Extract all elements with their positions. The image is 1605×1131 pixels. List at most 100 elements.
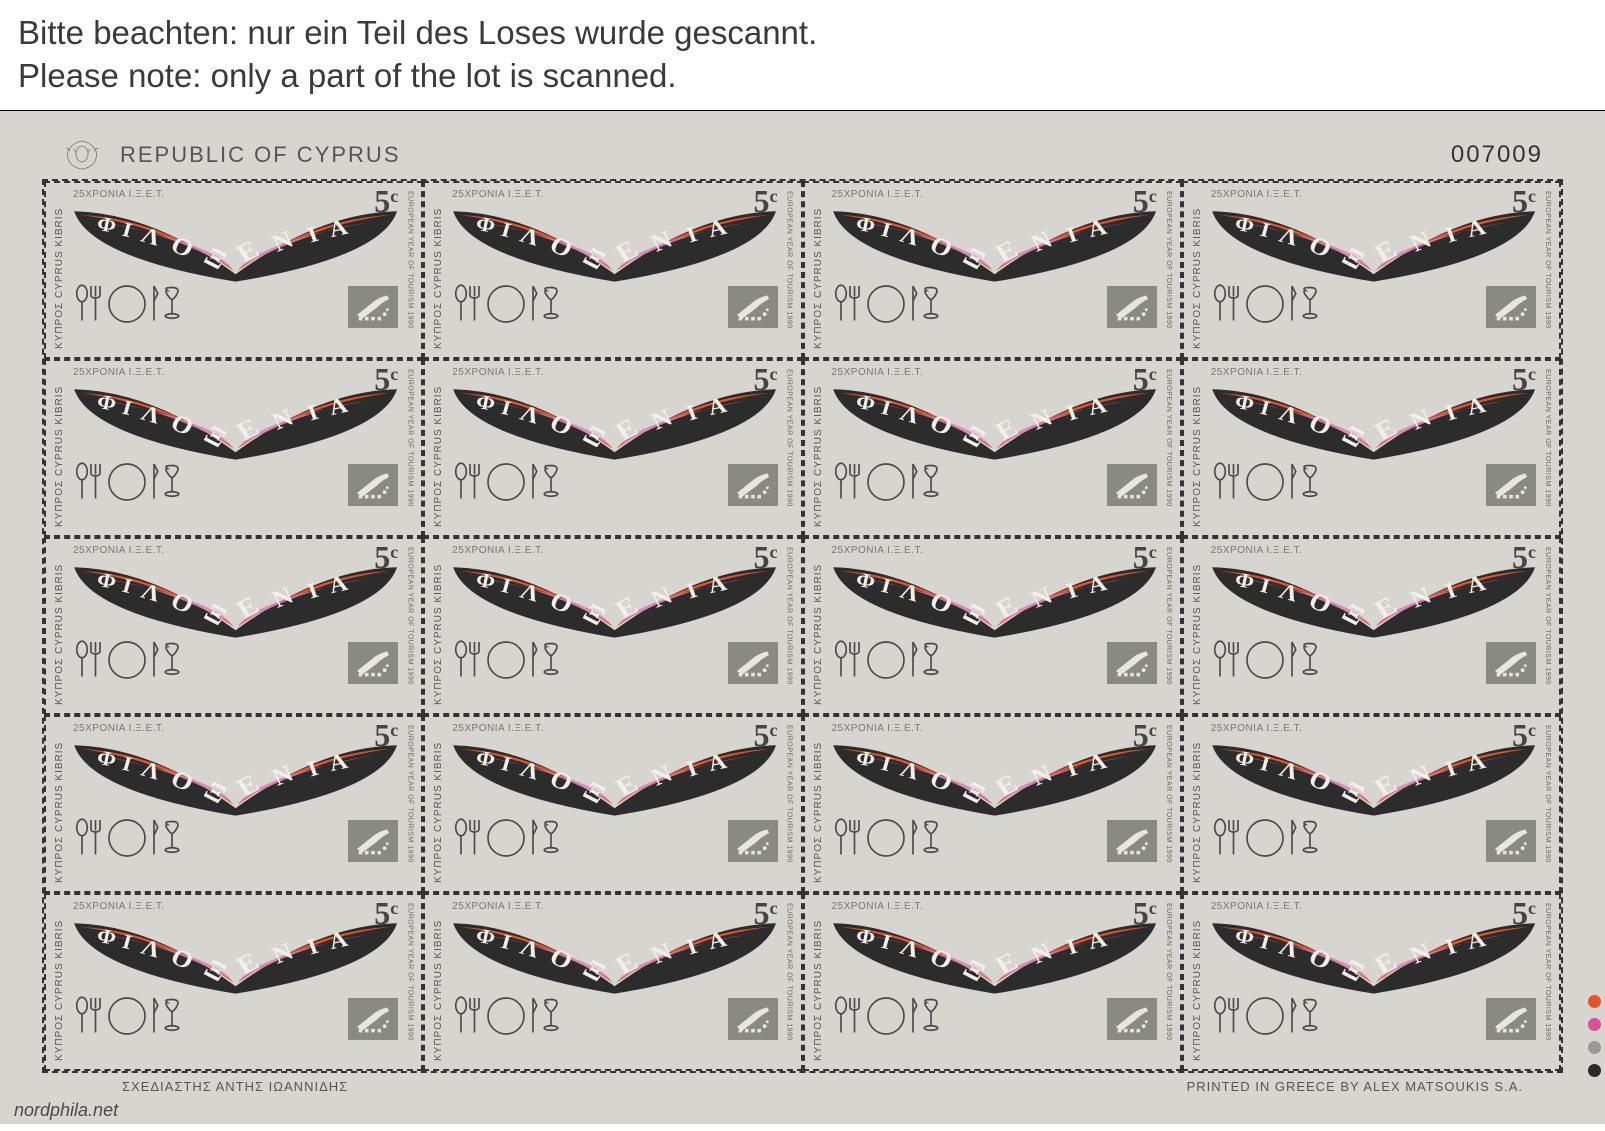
tourism-year-side: EUROPEAN YEAR OF TOURISM 1990 (1544, 901, 1551, 1063)
color-registration-dots (1588, 995, 1601, 1077)
tourism-emblem (1107, 642, 1157, 684)
stamp: ΚΥΠΡΟΣ CYPRUS KIBRIS 25ΧΡΟΝΙΑ Ι.Ξ.Ε.Τ. 5… (1182, 537, 1561, 715)
stamp: ΚΥΠΡΟΣ CYPRUS KIBRIS 25ΧΡΟΝΙΑ Ι.Ξ.Ε.Τ. 5… (44, 537, 423, 715)
stamp: ΚΥΠΡΟΣ CYPRUS KIBRIS 25ΧΡΟΝΙΑ Ι.Ξ.Ε.Τ. 5… (1182, 715, 1561, 893)
wing-design: Φ Ι Λ Ο Ξ Ε Ν Ι Α (828, 202, 1161, 290)
stamp: ΚΥΠΡΟΣ CYPRUS KIBRIS 25ΧΡΟΝΙΑ Ι.Ξ.Ε.Τ. 5… (44, 181, 423, 359)
stamp: ΚΥΠΡΟΣ CYPRUS KIBRIS 25ΧΡΟΝΙΑ Ι.Ξ.Ε.Τ. 5… (44, 893, 423, 1071)
stamp-country-side: ΚΥΠΡΟΣ CYPRUS KIBRIS (813, 723, 824, 885)
stamp-country-side: ΚΥΠΡΟΣ CYPRUS KIBRIS (813, 545, 824, 707)
sheet-header: REPUBLIC OF CYPRUS 007009 (22, 139, 1583, 179)
registration-dot (1588, 1064, 1601, 1077)
registration-dot (1588, 1041, 1601, 1054)
wing-design: Φ Ι Λ Ο Ξ Ε Ν Ι Α (1207, 558, 1540, 646)
tourism-emblem (728, 642, 778, 684)
stamp-country-side: ΚΥΠΡΟΣ CYPRUS KIBRIS (433, 189, 444, 351)
sheet-footer: ΣΧΕΔΙΑΣΤΗΣ ΑΝΤΗΣ ΙΩΑΝΝΙΔΗΣ PRINTED IN GR… (22, 1073, 1583, 1094)
stamp-country-side: ΚΥΠΡΟΣ CYPRUS KIBRIS (813, 367, 824, 529)
wing-design: Φ Ι Λ Ο Ξ Ε Ν Ι Α (1207, 380, 1540, 468)
watermark: nordphila.net (14, 1100, 118, 1121)
stamp-country-side: ΚΥΠΡΟΣ CYPRUS KIBRIS (54, 189, 65, 351)
wing-design: Φ Ι Λ Ο Ξ Ε Ν Ι Α (69, 914, 402, 1002)
stamp: ΚΥΠΡΟΣ CYPRUS KIBRIS 25ΧΡΟΝΙΑ Ι.Ξ.Ε.Τ. 5… (1182, 893, 1561, 1071)
wing-design: Φ Ι Λ Ο Ξ Ε Ν Ι Α (828, 914, 1161, 1002)
stamp-country-side: ΚΥΠΡΟΣ CYPRUS KIBRIS (54, 723, 65, 885)
wing-design: Φ Ι Λ Ο Ξ Ε Ν Ι Α (1207, 736, 1540, 824)
anniversary-text: 25ΧΡΟΝΙΑ Ι.Ξ.Ε.Τ. (1211, 367, 1303, 378)
tourism-year-side: EUROPEAN YEAR OF TOURISM 1990 (1165, 189, 1172, 351)
stamp-country-side: ΚΥΠΡΟΣ CYPRUS KIBRIS (54, 901, 65, 1063)
wing-design: Φ Ι Λ Ο Ξ Ε Ν Ι Α (69, 736, 402, 824)
anniversary-text: 25ΧΡΟΝΙΑ Ι.Ξ.Ε.Τ. (832, 367, 924, 378)
stamp: ΚΥΠΡΟΣ CYPRUS KIBRIS 25ΧΡΟΝΙΑ Ι.Ξ.Ε.Τ. 5… (423, 537, 802, 715)
tourism-year-side: EUROPEAN YEAR OF TOURISM 1990 (1544, 189, 1551, 351)
stamp-country-side: ΚΥΠΡΟΣ CYPRUS KIBRIS (1192, 367, 1203, 529)
tourism-year-side: EUROPEAN YEAR OF TOURISM 1990 (406, 189, 413, 351)
anniversary-text: 25ΧΡΟΝΙΑ Ι.Ξ.Ε.Τ. (73, 723, 165, 734)
anniversary-text: 25ΧΡΟΝΙΑ Ι.Ξ.Ε.Τ. (832, 723, 924, 734)
anniversary-text: 25ΧΡΟΝΙΑ Ι.Ξ.Ε.Τ. (1211, 723, 1303, 734)
tourism-emblem (1107, 820, 1157, 862)
wing-design: Φ Ι Λ Ο Ξ Ε Ν Ι Α (828, 380, 1161, 468)
anniversary-text: 25ΧΡΟΝΙΑ Ι.Ξ.Ε.Τ. (832, 189, 924, 200)
stamp-country-side: ΚΥΠΡΟΣ CYPRUS KIBRIS (433, 723, 444, 885)
stamp-country-side: ΚΥΠΡΟΣ CYPRUS KIBRIS (1192, 189, 1203, 351)
stamp: ΚΥΠΡΟΣ CYPRUS KIBRIS 25ΧΡΟΝΙΑ Ι.Ξ.Ε.Τ. 5… (423, 715, 802, 893)
header-left: REPUBLIC OF CYPRUS (62, 139, 401, 171)
wing-design: Φ Ι Λ Ο Ξ Ε Ν Ι Α (69, 558, 402, 646)
tourism-year-side: EUROPEAN YEAR OF TOURISM 1990 (1165, 901, 1172, 1063)
tourism-year-side: EUROPEAN YEAR OF TOURISM 1990 (786, 545, 793, 707)
wing-design: Φ Ι Λ Ο Ξ Ε Ν Ι Α (69, 380, 402, 468)
anniversary-text: 25ΧΡΟΝΙΑ Ι.Ξ.Ε.Τ. (73, 545, 165, 556)
tourism-emblem (348, 464, 398, 506)
notice-line-en: Please note: only a part of the lot is s… (18, 55, 1587, 98)
tourism-emblem (1107, 286, 1157, 328)
tourism-emblem (728, 820, 778, 862)
anniversary-text: 25ΧΡΟΝΙΑ Ι.Ξ.Ε.Τ. (1211, 901, 1303, 912)
tourism-emblem (1107, 464, 1157, 506)
tourism-year-side: EUROPEAN YEAR OF TOURISM 1990 (1544, 545, 1551, 707)
wing-design: Φ Ι Λ Ο Ξ Ε Ν Ι Α (448, 380, 781, 468)
tourism-emblem (728, 464, 778, 506)
tourism-year-side: EUROPEAN YEAR OF TOURISM 1990 (1544, 367, 1551, 529)
anniversary-text: 25ΧΡΟΝΙΑ Ι.Ξ.Ε.Τ. (73, 189, 165, 200)
stamp-country-side: ΚΥΠΡΟΣ CYPRUS KIBRIS (54, 545, 65, 707)
wing-design: Φ Ι Λ Ο Ξ Ε Ν Ι Α (448, 914, 781, 1002)
anniversary-text: 25ΧΡΟΝΙΑ Ι.Ξ.Ε.Τ. (452, 545, 544, 556)
stamp-country-side: ΚΥΠΡΟΣ CYPRUS KIBRIS (813, 189, 824, 351)
stamp: ΚΥΠΡΟΣ CYPRUS KIBRIS 25ΧΡΟΝΙΑ Ι.Ξ.Ε.Τ. 5… (803, 359, 1182, 537)
tourism-emblem (1486, 642, 1536, 684)
tourism-emblem (1486, 820, 1536, 862)
designer-credit: ΣΧΕΔΙΑΣΤΗΣ ΑΝΤΗΣ ΙΩΑΝΝΙΔΗΣ (122, 1079, 348, 1094)
tourism-emblem (348, 286, 398, 328)
anniversary-text: 25ΧΡΟΝΙΑ Ι.Ξ.Ε.Τ. (832, 545, 924, 556)
anniversary-text: 25ΧΡΟΝΙΑ Ι.Ξ.Ε.Τ. (73, 367, 165, 378)
tourism-year-side: EUROPEAN YEAR OF TOURISM 1990 (786, 367, 793, 529)
anniversary-text: 25ΧΡΟΝΙΑ Ι.Ξ.Ε.Τ. (452, 723, 544, 734)
printer-credit: PRINTED IN GREECE BY ALEX MATSOUKIS S.A. (1187, 1079, 1523, 1094)
anniversary-text: 25ΧΡΟΝΙΑ Ι.Ξ.Ε.Τ. (1211, 189, 1303, 200)
tourism-emblem (1107, 998, 1157, 1040)
stamp: ΚΥΠΡΟΣ CYPRUS KIBRIS 25ΧΡΟΝΙΑ Ι.Ξ.Ε.Τ. 5… (423, 893, 802, 1071)
tourism-year-side: EUROPEAN YEAR OF TOURISM 1990 (406, 545, 413, 707)
anniversary-text: 25ΧΡΟΝΙΑ Ι.Ξ.Ε.Τ. (832, 901, 924, 912)
stamp: ΚΥΠΡΟΣ CYPRUS KIBRIS 25ΧΡΟΝΙΑ Ι.Ξ.Ε.Τ. 5… (803, 893, 1182, 1071)
country-label: REPUBLIC OF CYPRUS (120, 142, 401, 168)
anniversary-text: 25ΧΡΟΝΙΑ Ι.Ξ.Ε.Τ. (452, 189, 544, 200)
stamp-grid: ΚΥΠΡΟΣ CYPRUS KIBRIS 25ΧΡΟΝΙΑ Ι.Ξ.Ε.Τ. 5… (42, 179, 1563, 1073)
anniversary-text: 25ΧΡΟΝΙΑ Ι.Ξ.Ε.Τ. (452, 901, 544, 912)
stamp: ΚΥΠΡΟΣ CYPRUS KIBRIS 25ΧΡΟΝΙΑ Ι.Ξ.Ε.Τ. 5… (423, 359, 802, 537)
tourism-year-side: EUROPEAN YEAR OF TOURISM 1990 (406, 901, 413, 1063)
tourism-year-side: EUROPEAN YEAR OF TOURISM 1990 (406, 723, 413, 885)
tourism-year-side: EUROPEAN YEAR OF TOURISM 1990 (1165, 723, 1172, 885)
stamp-country-side: ΚΥΠΡΟΣ CYPRUS KIBRIS (433, 545, 444, 707)
tourism-emblem (1486, 464, 1536, 506)
tourism-year-side: EUROPEAN YEAR OF TOURISM 1990 (406, 367, 413, 529)
crest-icon (62, 139, 102, 171)
scan-notice: Bitte beachten: nur ein Teil des Loses w… (0, 0, 1605, 111)
tourism-year-side: EUROPEAN YEAR OF TOURISM 1990 (1544, 723, 1551, 885)
tourism-year-side: EUROPEAN YEAR OF TOURISM 1990 (786, 901, 793, 1063)
stamp: ΚΥΠΡΟΣ CYPRUS KIBRIS 25ΧΡΟΝΙΑ Ι.Ξ.Ε.Τ. 5… (1182, 359, 1561, 537)
registration-dot (1588, 995, 1601, 1008)
stamp-sheet: REPUBLIC OF CYPRUS 007009 ΚΥΠΡΟΣ CYPRUS … (0, 111, 1605, 1124)
